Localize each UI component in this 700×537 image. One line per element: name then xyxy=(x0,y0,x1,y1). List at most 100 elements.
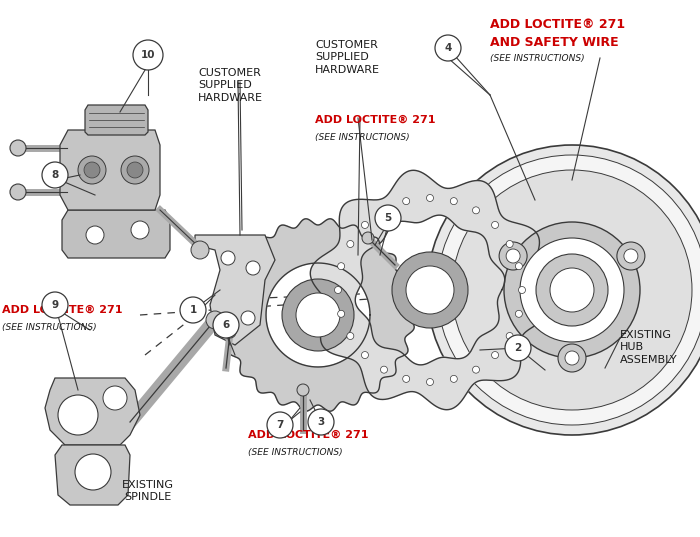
Circle shape xyxy=(499,242,527,270)
Circle shape xyxy=(346,241,354,248)
Text: (SEE INSTRUCTIONS): (SEE INSTRUCTIONS) xyxy=(2,323,97,332)
Circle shape xyxy=(506,332,513,339)
Circle shape xyxy=(381,207,388,214)
Polygon shape xyxy=(85,105,148,135)
Circle shape xyxy=(505,335,531,361)
Circle shape xyxy=(427,145,700,435)
Circle shape xyxy=(515,310,522,317)
Text: ADD LOCTITE® 271: ADD LOCTITE® 271 xyxy=(315,115,435,125)
Circle shape xyxy=(520,238,624,342)
Circle shape xyxy=(133,40,163,70)
Circle shape xyxy=(103,386,127,410)
Circle shape xyxy=(624,249,638,263)
Text: ADD LOCTITE® 271: ADD LOCTITE® 271 xyxy=(248,430,368,440)
Text: 8: 8 xyxy=(51,170,59,180)
Circle shape xyxy=(75,454,111,490)
Circle shape xyxy=(241,311,255,325)
Circle shape xyxy=(127,162,143,178)
Circle shape xyxy=(191,241,209,259)
Circle shape xyxy=(335,287,342,294)
Circle shape xyxy=(450,375,457,382)
Circle shape xyxy=(337,310,344,317)
Text: CUSTOMER
SUPPLIED
HARDWARE: CUSTOMER SUPPLIED HARDWARE xyxy=(315,40,380,75)
Circle shape xyxy=(221,251,235,265)
Text: (SEE INSTRUCTIONS): (SEE INSTRUCTIONS) xyxy=(315,133,410,142)
Circle shape xyxy=(392,252,468,328)
Polygon shape xyxy=(222,219,414,411)
Circle shape xyxy=(10,140,26,156)
Circle shape xyxy=(346,332,354,339)
Circle shape xyxy=(78,156,106,184)
Text: 2: 2 xyxy=(514,343,522,353)
Text: 6: 6 xyxy=(223,320,230,330)
Circle shape xyxy=(246,261,260,275)
Circle shape xyxy=(406,266,454,314)
Circle shape xyxy=(402,375,409,382)
Circle shape xyxy=(267,412,293,438)
Text: 1: 1 xyxy=(190,305,197,315)
Text: (SEE INSTRUCTIONS): (SEE INSTRUCTIONS) xyxy=(490,54,584,63)
Polygon shape xyxy=(195,235,275,345)
Circle shape xyxy=(617,242,645,270)
Circle shape xyxy=(86,226,104,244)
Circle shape xyxy=(10,184,26,200)
Circle shape xyxy=(536,254,608,326)
Circle shape xyxy=(437,155,700,425)
Text: CUSTOMER
SUPPLIED
HARDWARE: CUSTOMER SUPPLIED HARDWARE xyxy=(198,68,263,103)
Text: 3: 3 xyxy=(317,417,325,427)
Circle shape xyxy=(558,344,586,372)
Circle shape xyxy=(515,263,522,270)
Circle shape xyxy=(550,268,594,312)
Circle shape xyxy=(381,366,388,373)
Circle shape xyxy=(473,366,480,373)
Text: 5: 5 xyxy=(384,213,391,223)
Circle shape xyxy=(42,162,68,188)
Circle shape xyxy=(491,352,498,359)
Circle shape xyxy=(519,287,526,294)
Text: EXISTING
SPINDLE: EXISTING SPINDLE xyxy=(122,480,174,503)
Text: 4: 4 xyxy=(444,43,452,53)
Circle shape xyxy=(506,241,513,248)
Polygon shape xyxy=(60,130,160,210)
Circle shape xyxy=(206,311,224,329)
Text: ADD LOCTITE® 271: ADD LOCTITE® 271 xyxy=(2,305,122,315)
Text: 9: 9 xyxy=(51,300,59,310)
Polygon shape xyxy=(310,170,550,410)
Circle shape xyxy=(362,232,374,244)
Circle shape xyxy=(450,198,457,205)
Circle shape xyxy=(84,162,100,178)
Polygon shape xyxy=(62,210,170,258)
Circle shape xyxy=(506,249,520,263)
Circle shape xyxy=(375,205,401,231)
Circle shape xyxy=(435,35,461,61)
Text: EXISTING
HUB
ASSEMBLY: EXISTING HUB ASSEMBLY xyxy=(620,330,678,365)
Text: AND SAFETY WIRE: AND SAFETY WIRE xyxy=(490,36,619,49)
Text: 7: 7 xyxy=(276,420,284,430)
Circle shape xyxy=(121,156,149,184)
Circle shape xyxy=(491,221,498,228)
Circle shape xyxy=(42,292,68,318)
Circle shape xyxy=(296,293,340,337)
Circle shape xyxy=(282,279,354,351)
Circle shape xyxy=(426,194,433,201)
Circle shape xyxy=(565,351,579,365)
Text: (SEE INSTRUCTIONS): (SEE INSTRUCTIONS) xyxy=(248,448,342,457)
Circle shape xyxy=(402,198,409,205)
Circle shape xyxy=(337,263,344,270)
Circle shape xyxy=(58,395,98,435)
Text: 10: 10 xyxy=(141,50,155,60)
Circle shape xyxy=(180,297,206,323)
Circle shape xyxy=(224,326,236,338)
Circle shape xyxy=(308,409,334,435)
Circle shape xyxy=(426,379,433,386)
Circle shape xyxy=(131,221,149,239)
Circle shape xyxy=(504,222,640,358)
Polygon shape xyxy=(45,378,140,445)
Circle shape xyxy=(473,207,480,214)
Circle shape xyxy=(361,221,368,228)
Circle shape xyxy=(297,384,309,396)
Circle shape xyxy=(213,312,239,338)
Circle shape xyxy=(361,352,368,359)
Circle shape xyxy=(452,170,692,410)
Text: ADD LOCTITE® 271: ADD LOCTITE® 271 xyxy=(490,18,625,31)
